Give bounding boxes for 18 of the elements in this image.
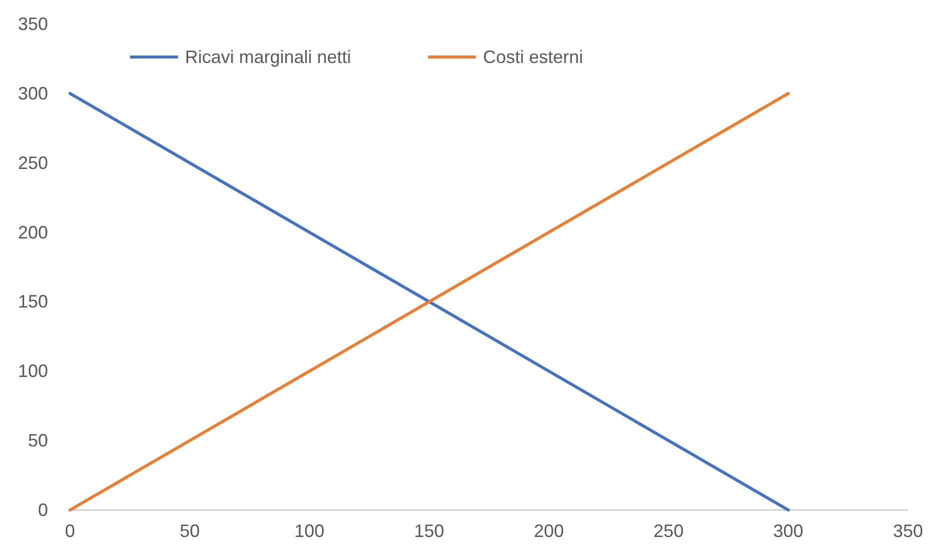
y-tick-label: 300 [18,83,48,104]
x-tick-label: 50 [180,521,200,541]
x-tick-label: 200 [534,521,564,541]
x-tick-label: 350 [892,521,924,541]
legend-label: Ricavi marginali netti [185,47,352,67]
y-tick-label: 200 [18,222,48,242]
y-tick-label: 250 [18,152,48,173]
y-tick-label: 350 [18,14,48,34]
x-tick-label: 300 [773,521,804,541]
x-tick-label: 0 [64,521,76,541]
y-tick-label: 50 [28,430,48,451]
x-tick-label: 150 [414,521,444,541]
legend-label: Costi esterni [483,47,584,67]
y-tick-label: 0 [38,500,48,520]
y-tick-label: 100 [18,361,48,382]
x-tick-label: 250 [654,521,684,541]
y-tick-label: 150 [18,292,48,312]
x-tick-label: 100 [294,521,324,541]
